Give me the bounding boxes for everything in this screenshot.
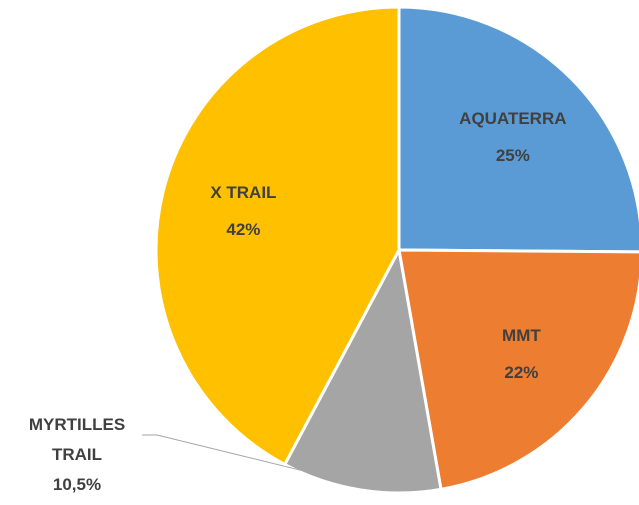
slice-label: MMT 22% [502,317,541,391]
slice-label: X TRAIL 42% [210,174,276,248]
category-name: AQUATERRA [459,109,567,129]
value-label: 42% [226,220,261,240]
category-name: MYRTILLES TRAIL [28,415,126,464]
category-name: MMT [502,325,541,345]
leader-line [142,434,362,486]
slice-label: MYRTILLES TRAIL 10,5% [12,410,142,500]
slice-label: AQUATERRA 25% [459,100,566,174]
pie-slice [397,5,639,254]
value-label: 22% [504,362,539,382]
value-label: 25% [495,146,530,166]
category-name: X TRAIL [210,183,277,203]
pie-slice [154,5,401,467]
value-label: 10,5% [52,475,102,494]
